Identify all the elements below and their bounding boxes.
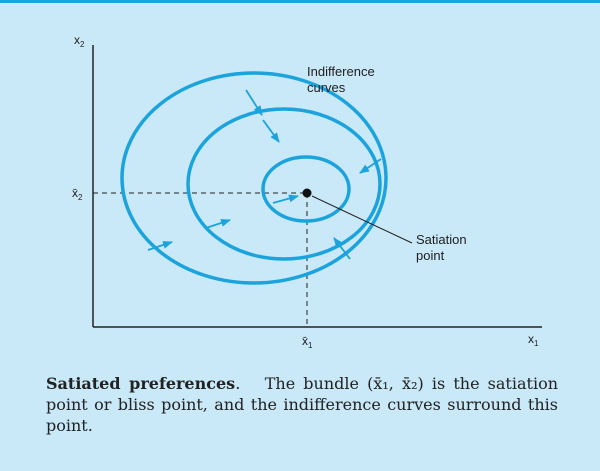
- satiation-label-line2: point: [416, 248, 445, 263]
- middle-indifference-curve: [186, 107, 382, 261]
- preference-arrow: [272, 194, 299, 204]
- indifference-curves-label-line1: Indifference: [307, 64, 375, 79]
- figure-caption: Satiated preferences. The bundle (x̄₁, x…: [46, 373, 558, 436]
- preference-arrow: [245, 89, 263, 116]
- indifference-curves-label-line2: curves: [307, 80, 346, 95]
- xbar-tick-label: x̄1: [302, 334, 313, 350]
- preference-arrow: [205, 219, 231, 229]
- satiation-diagram: x2 x1 x̄1 x̄2 Indifference curves Satiat…: [72, 33, 542, 350]
- satiation-label-line1: Satiation: [416, 232, 467, 247]
- ybar-tick-label: x̄2: [72, 186, 83, 202]
- satiation-point: [302, 188, 312, 198]
- satiation-leader-line: [311, 195, 413, 244]
- preference-arrow: [333, 237, 351, 260]
- preference-arrow: [262, 119, 280, 143]
- caption-title-suffix: .: [235, 374, 241, 393]
- inner-indifference-curve: [261, 155, 351, 223]
- caption-title: Satiated preferences: [46, 374, 236, 393]
- caption-text: The bundle (x̄₁, x̄₂) is the satiation p…: [46, 374, 559, 435]
- outer-indifference-curve: [120, 71, 388, 285]
- preference-arrow: [147, 241, 173, 251]
- x-axis-label: x1: [528, 332, 539, 348]
- preference-arrow: [359, 158, 382, 174]
- y-axis-label: x2: [74, 33, 85, 49]
